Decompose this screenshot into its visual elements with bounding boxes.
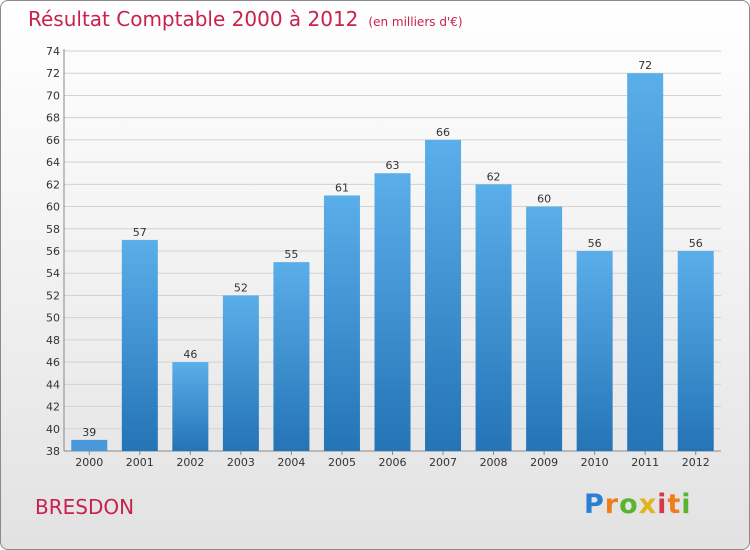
x-tick-label: 2009 (530, 456, 558, 469)
data-label: 72 (638, 59, 652, 72)
data-label: 66 (436, 126, 450, 139)
bar (374, 173, 411, 451)
y-tick-label: 44 (46, 378, 60, 391)
y-tick-label: 56 (46, 245, 60, 258)
data-label: 60 (537, 193, 551, 206)
y-tick-label: 68 (46, 112, 60, 125)
y-tick-label: 64 (46, 156, 60, 169)
y-tick-label: 62 (46, 178, 60, 191)
bar (172, 362, 209, 451)
proxiti-logo: Proxiti (584, 489, 692, 520)
bar (273, 262, 310, 451)
logo-letter: o (619, 489, 639, 520)
y-tick-label: 54 (46, 267, 60, 280)
bar (576, 251, 613, 451)
y-tick-label: 52 (46, 289, 60, 302)
data-label: 46 (183, 348, 197, 361)
data-label: 52 (234, 281, 248, 294)
logo-letter: P (584, 489, 605, 520)
y-tick-label: 60 (46, 201, 60, 214)
x-tick-label: 2001 (126, 456, 154, 469)
data-label: 56 (689, 237, 703, 250)
bar (475, 184, 512, 452)
y-tick-label: 38 (46, 445, 60, 458)
logo-letter: r (604, 489, 620, 520)
chart-title: Résultat Comptable 2000 à 2012 (en millie… (28, 7, 463, 31)
logo-letter: t (667, 489, 682, 520)
logo-letter: i (681, 489, 692, 520)
data-label: 61 (335, 181, 349, 194)
y-tick-label: 42 (46, 401, 60, 414)
data-label: 63 (386, 159, 400, 172)
bar (526, 206, 563, 451)
y-tick-label: 48 (46, 334, 60, 347)
x-tick-label: 2010 (581, 456, 609, 469)
bar (222, 295, 259, 451)
x-tick-label: 2002 (176, 456, 204, 469)
x-tick-label: 2006 (379, 456, 407, 469)
y-tick-label: 46 (46, 356, 60, 369)
y-tick-label: 74 (46, 45, 60, 58)
y-tick-label: 70 (46, 89, 60, 102)
x-tick-label: 2004 (277, 456, 305, 469)
data-label: 62 (487, 170, 501, 183)
data-label: 56 (588, 237, 602, 250)
y-tick-label: 72 (46, 67, 60, 80)
bar (627, 73, 664, 451)
y-tick-label: 66 (46, 134, 60, 147)
bar (425, 139, 462, 451)
data-label: 39 (82, 426, 96, 439)
logo-letter: x (638, 489, 658, 520)
data-label: 55 (284, 248, 298, 261)
chart-subtitle: (en milliers d'€) (368, 15, 463, 29)
x-tick-label: 2005 (328, 456, 356, 469)
place-name: BRESDON (35, 495, 135, 519)
bar (71, 439, 108, 451)
logo-letter: i (657, 489, 668, 520)
x-tick-label: 2000 (75, 456, 103, 469)
x-tick-label: 2011 (631, 456, 659, 469)
bar (121, 239, 158, 451)
y-tick-label: 58 (46, 223, 60, 236)
x-tick-label: 2007 (429, 456, 457, 469)
y-tick-label: 50 (46, 312, 60, 325)
bar (323, 195, 360, 451)
y-tick-label: 40 (46, 423, 60, 436)
bar (677, 251, 714, 451)
x-tick-label: 2008 (480, 456, 508, 469)
data-label: 57 (133, 226, 147, 239)
x-tick-label: 2003 (227, 456, 255, 469)
x-tick-label: 2012 (682, 456, 710, 469)
